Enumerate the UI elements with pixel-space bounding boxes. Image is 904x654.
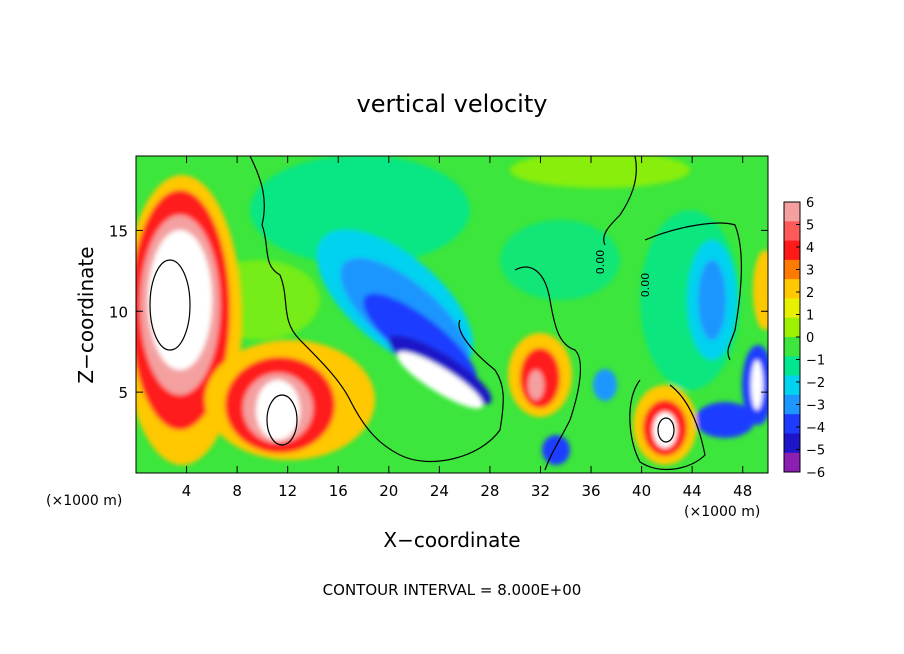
- colorbar-swatch: [784, 337, 800, 357]
- colorbar-label: −5: [806, 444, 825, 459]
- colorbar: 6 5 4 3 2 1 0 −1 −2 −3 −4 −5 −6: [783, 196, 825, 481]
- y-axis-label: Z−coordinate: [74, 246, 98, 383]
- field-layer: [136, 156, 768, 465]
- downdraft-bottom: [542, 435, 570, 465]
- x-tick-label: 40: [632, 482, 651, 500]
- colorbar-label: 2: [806, 286, 814, 301]
- downdraft-extreme: [397, 351, 483, 409]
- x-tick-label: 4: [182, 482, 192, 500]
- y-tick-label: 15: [109, 222, 128, 240]
- downdraft-lower-right: [695, 402, 755, 438]
- contour-label-2: 0.00: [639, 273, 652, 298]
- downdraft-right-core: [698, 260, 726, 340]
- contour-zero-lower-right: [629, 379, 706, 470]
- y-axis: 5 10 15: [109, 222, 768, 402]
- contour-core-2: [266, 394, 298, 446]
- x-tick-label: 12: [278, 482, 297, 500]
- colorbar-swatch: [784, 394, 800, 415]
- colorbar-label: 4: [806, 241, 814, 256]
- x-axis: 4 8 12 16 20 24 28 32 36 40 44 48: [182, 156, 752, 500]
- x-tick-label: 48: [733, 482, 752, 500]
- updraft-edge: [753, 250, 768, 330]
- chart-title: vertical velocity: [357, 90, 548, 118]
- downdraft-small: [593, 369, 617, 401]
- contour-core-1: [149, 259, 191, 351]
- contour-lines: [149, 156, 743, 471]
- colorbar-label: 3: [806, 264, 814, 279]
- x-tick-label: 20: [379, 482, 398, 500]
- y-tick-label: 10: [109, 303, 128, 321]
- x-tick-label: 24: [430, 482, 449, 500]
- colorbar-label: 5: [806, 219, 814, 234]
- updraft3-core: [528, 370, 544, 400]
- colorbar-swatch: [784, 202, 800, 222]
- colorbar-label: −3: [806, 399, 825, 414]
- colorbar-swatch: [784, 259, 800, 280]
- colorbar-swatch: [784, 221, 800, 241]
- footer-contour-interval: CONTOUR INTERVAL = 8.000E+00: [323, 581, 582, 599]
- colorbar-label: −6: [806, 466, 825, 481]
- colorbar-swatch: [784, 356, 800, 376]
- contour-label-1: 0.00: [594, 250, 607, 275]
- colorbar-swatch: [784, 433, 800, 454]
- colorbar-swatch: [784, 414, 800, 434]
- cyan-patch-upper: [250, 156, 470, 265]
- colorbar-label: −2: [806, 376, 825, 391]
- plot-area: 0.00 0.00: [136, 156, 768, 473]
- colorbar-label: 6: [806, 196, 814, 211]
- contour-zero-right: [644, 222, 743, 361]
- cyan-patch-mid: [500, 220, 620, 300]
- x-tick-label: 44: [683, 482, 702, 500]
- colorbar-label: 0: [806, 331, 814, 346]
- colorbar-swatch: [784, 298, 800, 319]
- colorbar-swatch: [784, 452, 800, 473]
- colorbar-swatch: [784, 240, 800, 261]
- downdraft-edge-core: [751, 360, 763, 410]
- contour-zero-middle: [514, 266, 581, 471]
- plot-frame: [135, 155, 769, 474]
- x-tick-label: 8: [232, 482, 242, 500]
- contour-zero-upper: [603, 156, 637, 246]
- contour-zero-left: [249, 156, 504, 463]
- y-tick-label: 5: [118, 384, 128, 402]
- colorbar-label: −1: [806, 354, 825, 369]
- x-tick-label: 36: [581, 482, 600, 500]
- x-axis-label: X−coordinate: [383, 528, 520, 552]
- green-band-top: [510, 156, 690, 188]
- x-units-label-right: (×1000 m): [684, 504, 760, 520]
- contour-core-3: [657, 417, 675, 443]
- colorbar-label: 1: [806, 309, 814, 324]
- updraft2-core: [256, 380, 300, 440]
- colorbar-swatch: [784, 317, 800, 338]
- x-tick-label: 28: [480, 482, 499, 500]
- colorbar-swatch: [784, 375, 800, 396]
- x-tick-label: 32: [531, 482, 550, 500]
- colorbar-label: −4: [806, 421, 825, 436]
- updraft1-core: [148, 230, 212, 370]
- x-tick-label: 16: [329, 482, 348, 500]
- colorbar-swatch: [784, 279, 800, 299]
- x-units-label: (×1000 m): [46, 493, 122, 509]
